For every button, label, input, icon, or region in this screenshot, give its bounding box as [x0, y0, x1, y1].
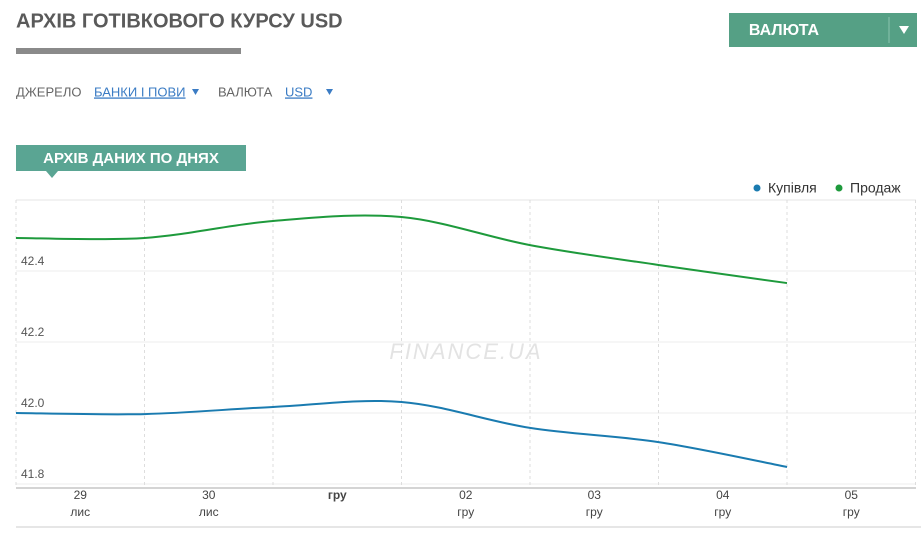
source-arrow[interactable] [192, 89, 199, 95]
source-label: ДЖЕРЕЛО [16, 84, 81, 99]
series-line [15, 214, 788, 285]
y-tick-label: 42.0 [21, 396, 45, 410]
section-title: АРХІВ ДАНИХ ПО ДНЯХ [43, 150, 219, 167]
y-tick-label: 42.4 [21, 254, 45, 268]
x-tick-label: гру [714, 505, 731, 519]
y-tick-label: 42.2 [21, 325, 45, 339]
legend-label: Купівля [768, 180, 817, 196]
section-tab-pointer [46, 171, 58, 178]
currency-button[interactable]: ВАЛЮТА [729, 13, 917, 47]
series-line [15, 400, 788, 468]
legend-marker [835, 184, 843, 192]
x-tick-label: лис [199, 505, 219, 519]
currency-label: ВАЛЮТА [218, 84, 273, 99]
button-label[interactable]: ВАЛЮТА [749, 22, 820, 39]
x-tick-label: гру [457, 505, 474, 519]
source-select[interactable]: БАНКИ І ПОВИ [94, 84, 186, 99]
currency-arrow[interactable] [326, 89, 333, 95]
x-tick-label: 04 [716, 488, 730, 502]
legend-label: Продаж [850, 180, 901, 196]
button-arrow[interactable] [899, 26, 909, 34]
button-bg[interactable] [729, 13, 917, 47]
title-underline [16, 48, 241, 54]
watermark: FINANCE.UA [389, 339, 542, 364]
x-tick-label: 03 [588, 488, 602, 502]
currency-select[interactable]: USD [285, 84, 312, 99]
page-title: АРХІВ ГОТІВКОВОГО КУРСУ USD [16, 10, 343, 32]
legend-marker [753, 184, 761, 192]
section-tab [16, 145, 246, 171]
x-tick-label: 30 [202, 488, 216, 502]
x-tick-label: гру [328, 488, 347, 502]
y-tick-label: 41.8 [21, 467, 45, 481]
x-tick-label: лис [70, 505, 90, 519]
x-tick-label: гру [843, 505, 860, 519]
x-tick-label: 29 [74, 488, 88, 502]
x-tick-label: 02 [459, 488, 473, 502]
x-tick-label: гру [586, 505, 603, 519]
x-tick-label: 05 [845, 488, 859, 502]
